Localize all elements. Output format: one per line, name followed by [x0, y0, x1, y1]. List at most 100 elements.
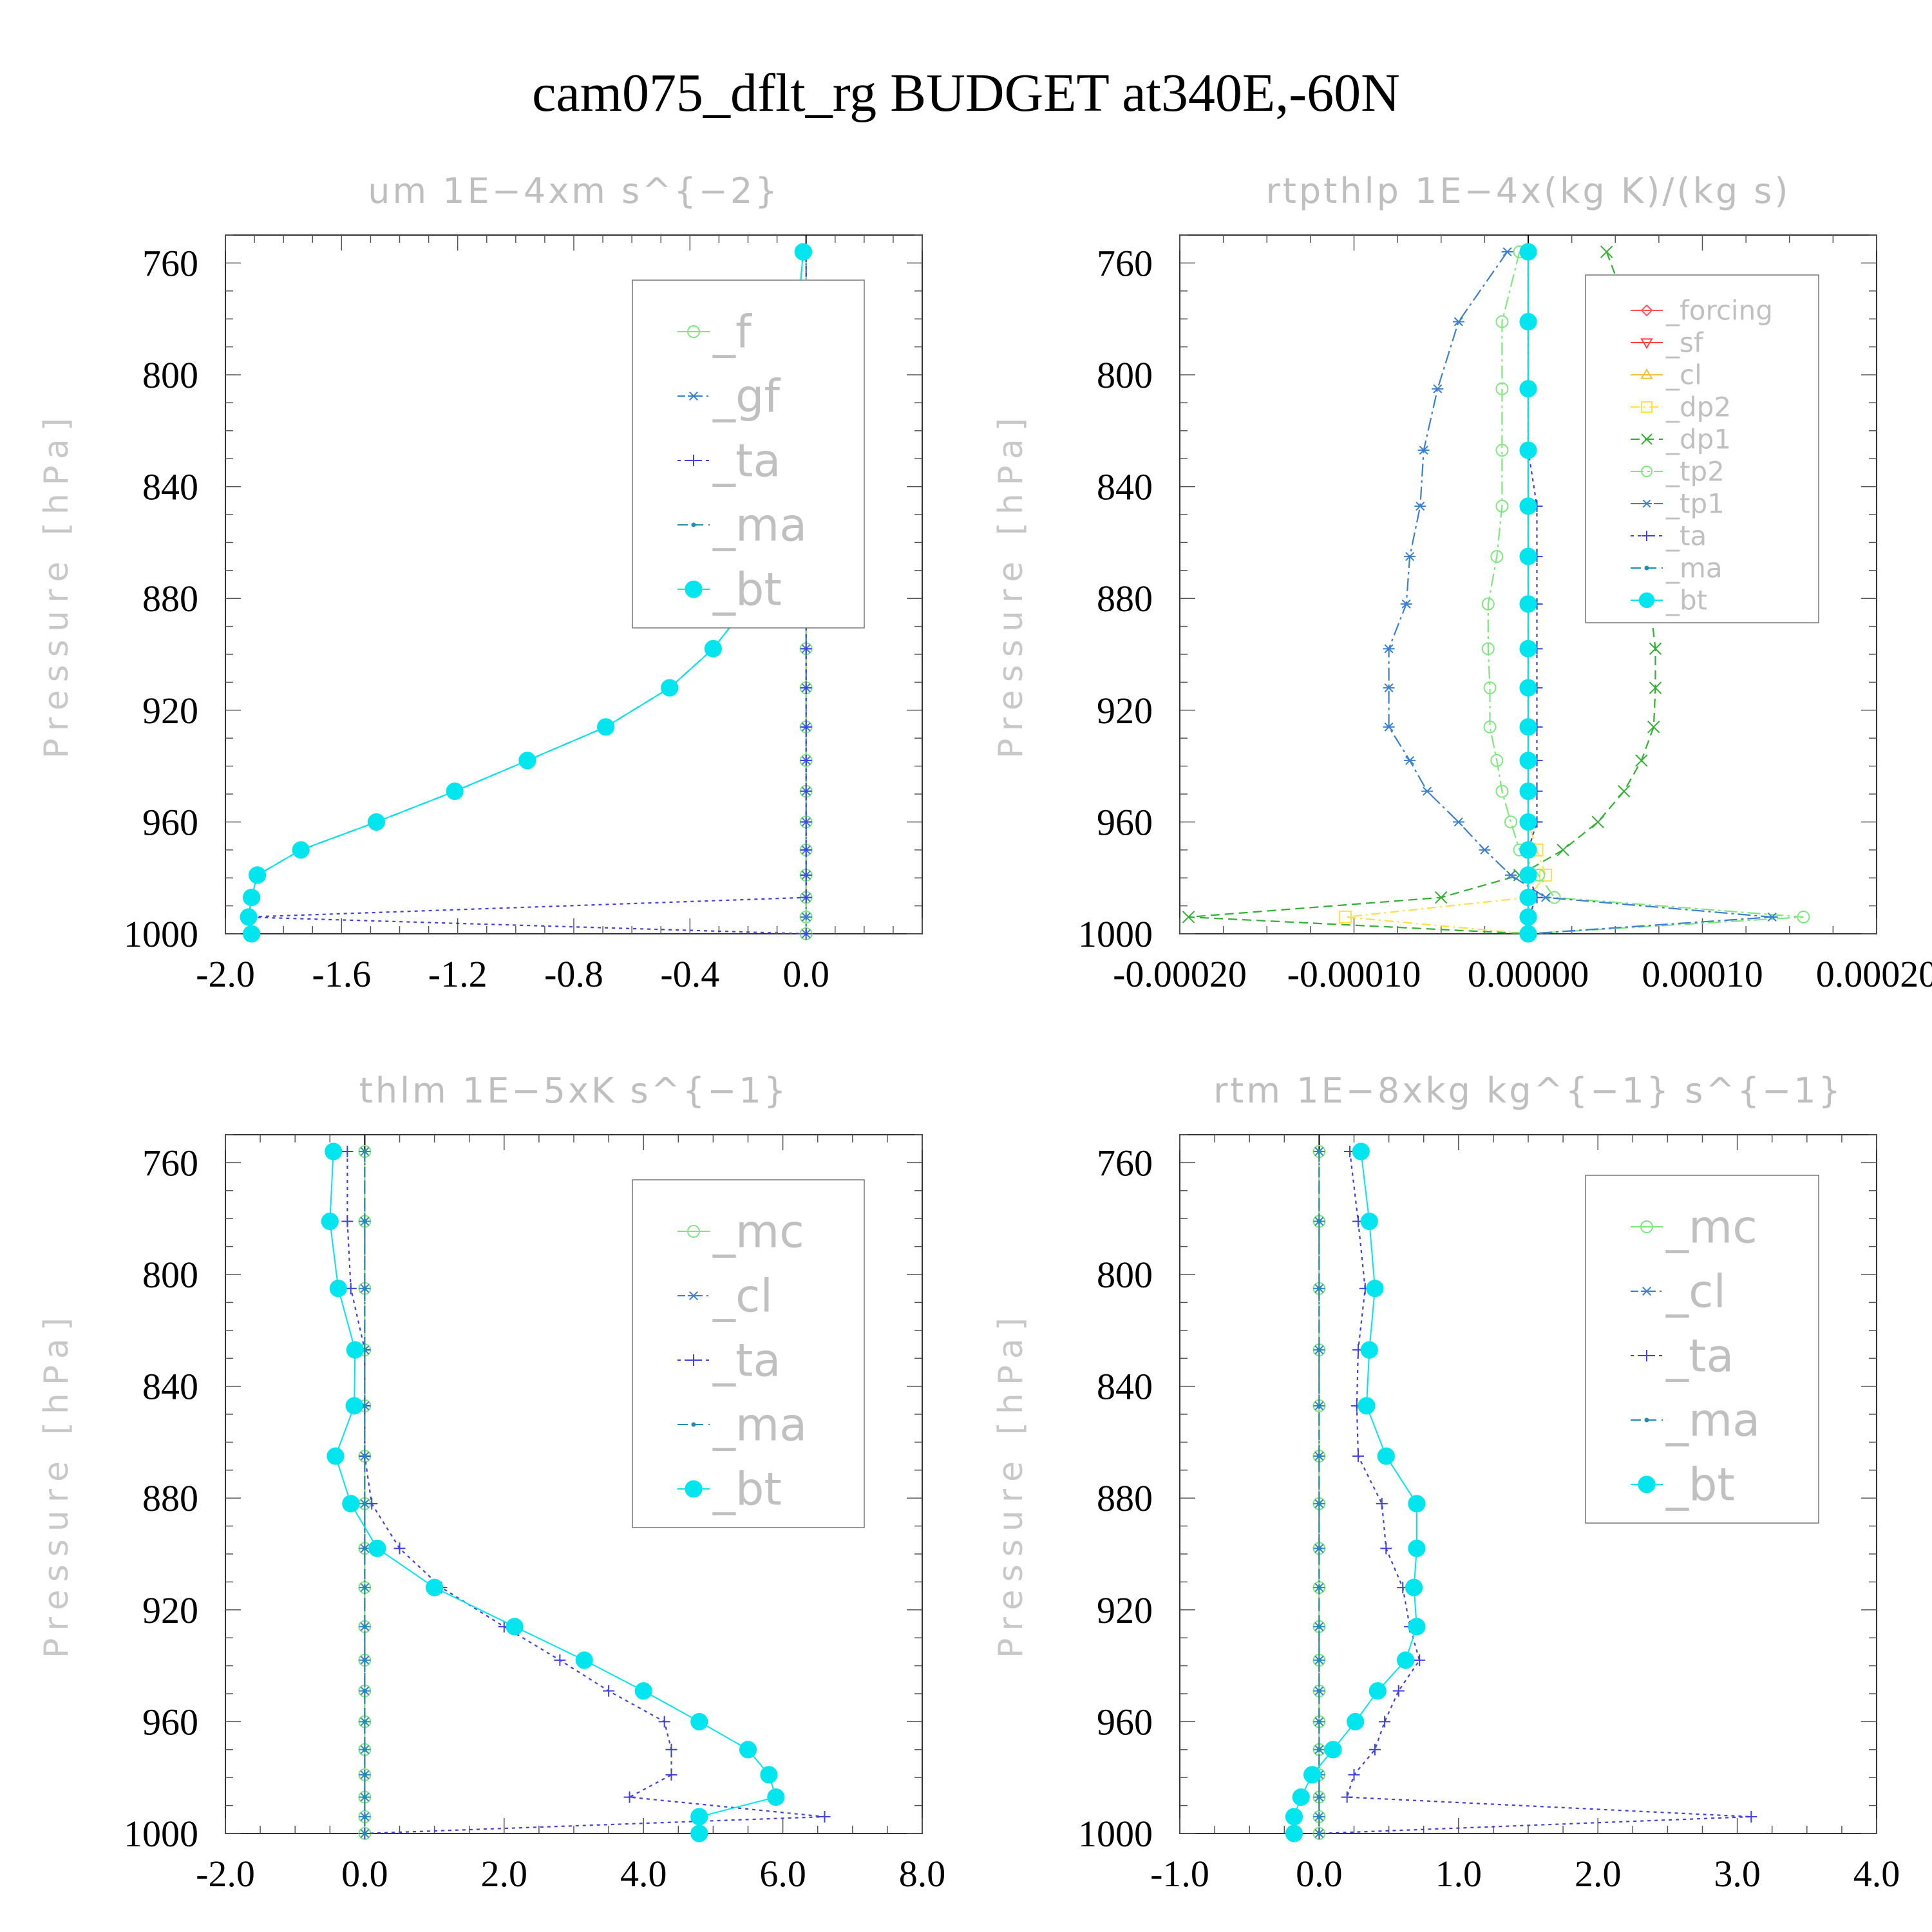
legend-label: _bt	[712, 1463, 782, 1516]
data-point-bt	[243, 889, 261, 907]
y-tick-label: 960	[142, 1701, 198, 1743]
x-tick-label: 4.0	[1853, 1853, 1900, 1895]
legend-label: _cl	[1665, 1265, 1726, 1318]
y-tick-label: 840	[142, 466, 198, 508]
data-point-ta	[800, 816, 812, 828]
legend-label: _mc	[712, 1206, 804, 1258]
data-point-ta	[341, 1215, 354, 1227]
data-point-ma	[362, 1658, 367, 1663]
y-tick-label: 1000	[1078, 1813, 1153, 1855]
data-point-ta	[800, 785, 812, 797]
data-point-gf	[800, 912, 812, 922]
legend-label: _f	[712, 306, 752, 359]
data-point-tp1	[1452, 317, 1464, 327]
data-point-ma	[1316, 1454, 1321, 1459]
legend-label: _gf	[712, 370, 781, 423]
data-point-ta	[819, 1810, 831, 1823]
data-point-ta	[800, 643, 812, 655]
chart-panel-2: rtpthlp 1E−4x(kg K)/(kg s) Pressure [hPa]…	[992, 171, 1932, 995]
data-point-ta	[1376, 1497, 1388, 1510]
series-line-ta	[346, 1151, 825, 1835]
data-point-dp1	[1182, 911, 1195, 923]
data-point-tp1	[1400, 599, 1412, 609]
x-tick-label: 2.0	[1575, 1853, 1622, 1895]
legend: _f _gf _ta _ma _bt	[632, 279, 865, 629]
data-point-ma	[1316, 1286, 1321, 1291]
data-point-ma	[362, 1831, 367, 1836]
data-point-ta	[1745, 1810, 1757, 1823]
data-point-tp2	[1495, 784, 1509, 798]
data-point-tp1	[1404, 552, 1416, 562]
data-point-dp2	[1539, 868, 1553, 882]
data-point-ma	[362, 1795, 367, 1800]
y-tick-label: 880	[1097, 578, 1153, 620]
data-point-bt	[1408, 1618, 1426, 1636]
data-point-tp1	[1404, 755, 1416, 765]
y-tick-label: 960	[1097, 801, 1153, 843]
legend-marker	[1642, 531, 1652, 541]
data-point-bt	[767, 1788, 785, 1806]
y-tick-label: 920	[1097, 1589, 1153, 1631]
data-point-bt	[1519, 441, 1537, 459]
data-point-bt	[342, 1495, 360, 1513]
data-point-dp1	[1635, 754, 1648, 767]
data-point-dp1	[1591, 815, 1604, 829]
data-point-ta	[800, 754, 812, 766]
data-point-tp1	[1414, 501, 1426, 511]
legend-marker	[1641, 466, 1653, 477]
y-tick-label: 920	[142, 1589, 198, 1631]
x-tick-label: 8.0	[899, 1853, 946, 1895]
data-point-bt	[1519, 718, 1537, 736]
data-point-ma	[362, 1286, 367, 1291]
data-point-bt	[1303, 1766, 1321, 1784]
series-line-dp2	[1345, 252, 1547, 935]
legend-label: _bt	[712, 564, 782, 616]
data-point-ma	[362, 1501, 367, 1506]
data-point-ta	[554, 1654, 566, 1666]
legend-label: _ma	[712, 1399, 807, 1452]
data-point-ta	[341, 1146, 354, 1158]
data-point-tp1	[1383, 644, 1395, 654]
y-tick-label: 1000	[124, 913, 198, 955]
legend-label: _tp1	[1665, 488, 1725, 520]
x-tick-label: 1.0	[1435, 1853, 1482, 1895]
data-point-tp2	[1495, 382, 1509, 395]
y-tick-label: 800	[1097, 1254, 1153, 1296]
data-point-ta	[366, 1497, 378, 1510]
legend-marker	[1638, 592, 1655, 609]
data-point-ma	[1316, 1347, 1321, 1352]
data-point-tp1	[1383, 722, 1395, 732]
x-tick-label: 0.0	[341, 1853, 388, 1895]
legend-marker	[687, 325, 700, 338]
data-point-bt	[1368, 1682, 1387, 1700]
data-point-bt	[1519, 889, 1537, 907]
data-point-ma	[1316, 1585, 1321, 1590]
data-point-bt	[597, 718, 615, 736]
y-tick-label: 880	[1097, 1477, 1153, 1519]
data-point-bt	[368, 1539, 386, 1557]
data-point-bt	[1519, 908, 1537, 926]
y-tick-label: 840	[142, 1366, 198, 1408]
data-point-bt	[1519, 679, 1537, 697]
legend-label: _cl	[1665, 359, 1702, 391]
legend-label: _ma	[1665, 1394, 1760, 1447]
data-point-ma	[362, 1454, 367, 1459]
legend-marker	[1644, 1417, 1649, 1423]
data-point-bt	[1377, 1447, 1395, 1465]
data-point-ma	[362, 1719, 367, 1724]
data-point-ta	[1414, 1654, 1426, 1666]
data-point-ma	[1316, 1403, 1321, 1408]
data-point-bt	[1519, 312, 1537, 331]
data-point-bt	[367, 813, 385, 831]
series-line-tp2	[1487, 251, 1804, 935]
data-point-ta	[800, 869, 812, 881]
data-point-bt	[739, 1741, 757, 1759]
legend-label: _sf	[1665, 327, 1704, 359]
panel-title: thlm 1E−5xK s^{−1}	[359, 1070, 788, 1111]
legend-label: _bt	[1665, 585, 1707, 616]
legend-label: _cl	[712, 1270, 773, 1323]
data-point-ma	[1316, 1501, 1321, 1506]
legend: _mc _cl _ta _ma _bt	[1585, 1175, 1819, 1524]
legend-marker	[1640, 1220, 1653, 1233]
data-point-bt	[518, 752, 536, 770]
